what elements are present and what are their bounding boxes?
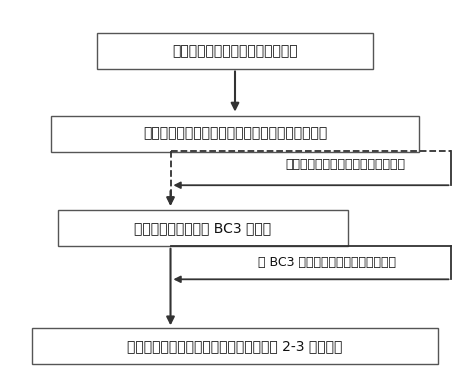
Text: 耐涝玉米新材料（自交和耐涝性鉴定选育 2-3 世代）。: 耐涝玉米新材料（自交和耐涝性鉴定选育 2-3 世代）。 — [127, 339, 343, 353]
Text: 筛选出的耐涝大刍草与玉米的杂交、耐涝性筛选。: 筛选出的耐涝大刍草与玉米的杂交、耐涝性筛选。 — [143, 127, 327, 141]
Text: 进行耐涝性鉴定及与玉米的连续回交: 进行耐涝性鉴定及与玉米的连续回交 — [286, 158, 406, 171]
FancyBboxPatch shape — [51, 116, 419, 152]
Text: 耐涝大刍草与玉米的 BC3 世代。: 耐涝大刍草与玉米的 BC3 世代。 — [134, 221, 271, 235]
Text: 不同大刍草的耐涝性鉴定、筛选。: 不同大刍草的耐涝性鉴定、筛选。 — [172, 44, 298, 58]
FancyBboxPatch shape — [32, 328, 438, 364]
FancyBboxPatch shape — [97, 33, 373, 69]
FancyBboxPatch shape — [58, 210, 348, 246]
Text: 到 BC3 世代进行自交和耐涝性鉴定。: 到 BC3 世代进行自交和耐涝性鉴定。 — [258, 256, 396, 269]
